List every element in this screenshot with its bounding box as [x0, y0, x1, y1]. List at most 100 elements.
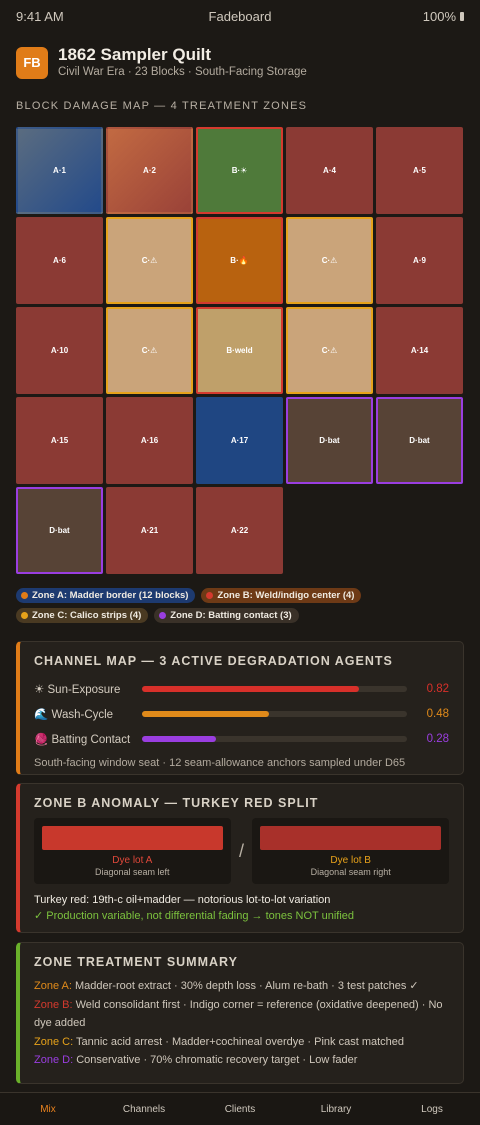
zone-treatment-summary-card: ZONE TREATMENT SUMMARY Zone A: Madder-ro…: [16, 942, 464, 1084]
zone-legend-label: Zone A: Madder border (12 blocks): [32, 590, 189, 601]
channel-list: ☀ Sun-Exposure 0.82 🌊 Wash-Cycle 0.48 🧶 Batt…: [34, 676, 449, 751]
summary-text: Conservative · 70% chromatic recovery ta…: [73, 1054, 358, 1066]
zone-dot-icon: [159, 612, 167, 619]
anomaly-description: Turkey red: 19th-c oil+madder — notoriou…: [34, 894, 331, 906]
quilt-block[interactable]: C·⚠: [106, 217, 193, 304]
swatch-divider: /: [238, 840, 244, 861]
zone-legend-chip[interactable]: Zone B: Weld/indigo center (4): [201, 588, 362, 603]
dye-lot-b-color: [260, 826, 441, 850]
zone-legend-label: Zone B: Weld/indigo center (4): [217, 590, 355, 601]
quilt-block[interactable]: A·22: [196, 487, 283, 574]
zone-legend-chip[interactable]: Zone D: Batting contact (3): [154, 608, 299, 623]
channel-map-card: CHANNEL MAP — 3 ACTIVE DEGRADATION AGENT…: [16, 641, 464, 775]
summary-text: Madder-root extract · 30% depth loss · A…: [71, 980, 419, 992]
quilt-block[interactable]: A·14: [376, 307, 463, 394]
tab-clients[interactable]: Clients: [224, 1103, 256, 1115]
quilt-block[interactable]: A·10: [16, 307, 103, 394]
status-battery: 100%: [423, 9, 464, 24]
battery-label: 100%: [422, 8, 456, 24]
zone-dot-icon: [206, 592, 214, 599]
channel-value: 0.28: [426, 732, 449, 745]
tab-logs[interactable]: Logs: [421, 1103, 443, 1115]
block-damage-grid: A·1 A·2 B·☀ A·4 A·5 A·6 C·⚠ B·🔥 C·⚠ A·9 A·10 C·⚠ B·w…: [16, 127, 464, 574]
zone-legend-chip[interactable]: Zone C: Calico strips (4): [16, 608, 149, 623]
page-subtitle: Civil War Era · 23 Blocks · South-Facing…: [58, 66, 307, 78]
status-app-name: Fadeboard: [208, 8, 272, 24]
channel-level-fill: [142, 685, 360, 692]
quilt-block[interactable]: B·🔥: [196, 217, 283, 304]
zone-dot-icon: [21, 612, 28, 619]
channel-name: ☀ Sun-Exposure: [34, 683, 121, 696]
dye-lot-b-sub: Diagonal seam right: [310, 867, 391, 877]
channel-row[interactable]: 🧶 Batting Contact 0.28: [34, 726, 449, 751]
summary-title: ZONE TREATMENT SUMMARY: [34, 955, 238, 969]
tab-channels[interactable]: Channels: [122, 1103, 166, 1115]
channel-level-track: [142, 710, 407, 717]
dye-lot-b-swatch[interactable]: Dye lot B Diagonal seam right: [252, 818, 449, 884]
tab-mix[interactable]: Mix: [40, 1103, 56, 1115]
summary-line: Zone D: Conservative · 70% chromatic rec…: [34, 1051, 449, 1070]
quilt-block[interactable]: C·⚠: [286, 217, 373, 304]
channel-level-track: [142, 685, 407, 692]
channel-row[interactable]: 🌊 Wash-Cycle 0.48: [34, 701, 449, 726]
damage-map-label: BLOCK DAMAGE MAP — 4 TREATMENT ZONES: [16, 100, 308, 112]
channel-name: 🧶 Batting Contact: [34, 733, 131, 746]
summary-text: Weld consolidant first · Indigo corner =…: [34, 998, 443, 1030]
quilt-block[interactable]: D·bat: [376, 397, 463, 484]
quilt-block[interactable]: C·⚠: [286, 307, 373, 394]
quilt-block[interactable]: D·bat: [16, 487, 103, 574]
status-bar: 9:41 AM Fadeboard 100%: [0, 0, 480, 32]
quilt-block[interactable]: A·9: [376, 217, 463, 304]
summary-zone-label: Zone D:: [34, 1054, 74, 1066]
quilt-block[interactable]: A·15: [16, 397, 103, 484]
summary-text: Tannic acid arrest · Madder+cochineal ov…: [73, 1035, 405, 1048]
summary-line: Zone B: Weld consolidant first · Indigo …: [34, 996, 449, 1033]
status-time: 9:41 AM: [16, 8, 64, 24]
dye-lot-b-label: Dye lot B: [330, 855, 371, 866]
summary-zone-label: Zone A:: [34, 980, 72, 992]
page-title: 1862 Sampler Quilt: [58, 45, 212, 64]
quilt-block[interactable]: A·2: [106, 127, 193, 214]
dye-lot-swatches: Dye lot A Diagonal seam left / Dye lot B…: [34, 818, 449, 884]
header: FB 1862 Sampler Quilt Civil War Era · 23…: [16, 45, 307, 80]
summary-zone-label: Zone C:: [34, 1035, 74, 1048]
channel-level-track: [142, 735, 407, 742]
channel-name: 🌊 Wash-Cycle: [34, 708, 114, 721]
quilt-block[interactable]: A·4: [286, 127, 373, 214]
anomaly-verdict: ✓ Production variable, not differential …: [34, 910, 355, 922]
anomaly-title: ZONE B ANOMALY — TURKEY RED SPLIT: [34, 796, 319, 810]
quilt-block[interactable]: A·5: [376, 127, 463, 214]
channel-row[interactable]: ☀ Sun-Exposure 0.82: [34, 676, 449, 701]
battery-icon: [460, 11, 464, 21]
channel-level-fill: [142, 710, 270, 717]
quilt-block[interactable]: D·bat: [286, 397, 373, 484]
quilt-block[interactable]: A·17: [196, 397, 283, 484]
summary-zone-label: Zone B:: [34, 998, 73, 1011]
channel-map-title: CHANNEL MAP — 3 ACTIVE DEGRADATION AGENT…: [34, 654, 393, 668]
summary-line: Zone C: Tannic acid arrest · Madder+coch…: [34, 1033, 449, 1052]
summary-list: Zone A: Madder-root extract · 30% depth …: [34, 977, 449, 1070]
quilt-block[interactable]: B·weld: [196, 307, 283, 394]
zone-legend: Zone A: Madder border (12 blocks) Zone B:…: [16, 588, 464, 623]
quilt-block[interactable]: A·6: [16, 217, 103, 304]
avatar[interactable]: FB: [16, 46, 48, 79]
dye-lot-a-color: [42, 826, 223, 850]
zone-legend-label: Zone D: Batting contact (3): [170, 610, 292, 621]
dye-lot-a-sub: Diagonal seam left: [95, 867, 170, 877]
quilt-block[interactable]: B·☀: [196, 127, 283, 214]
tab-library[interactable]: Library: [320, 1103, 352, 1115]
summary-line: Zone A: Madder-root extract · 30% depth …: [34, 977, 449, 996]
zone-legend-label: Zone C: Calico strips (4): [32, 610, 142, 621]
dye-lot-a-swatch[interactable]: Dye lot A Diagonal seam left: [34, 818, 231, 884]
zone-legend-chip[interactable]: Zone A: Madder border (12 blocks): [16, 588, 196, 603]
zone-b-anomaly-card: ZONE B ANOMALY — TURKEY RED SPLIT Dye lo…: [16, 783, 464, 933]
zone-dot-icon: [21, 592, 28, 599]
quilt-block[interactable]: C·⚠: [106, 307, 193, 394]
quilt-block[interactable]: A·21: [106, 487, 193, 574]
channel-value: 0.48: [426, 707, 449, 720]
channel-level-fill: [142, 735, 217, 742]
quilt-block[interactable]: A·16: [106, 397, 193, 484]
quilt-block[interactable]: A·1: [16, 127, 103, 214]
channel-map-note: South-facing window seat · 12 seam-allow…: [34, 757, 406, 769]
dye-lot-a-label: Dye lot A: [112, 855, 153, 866]
